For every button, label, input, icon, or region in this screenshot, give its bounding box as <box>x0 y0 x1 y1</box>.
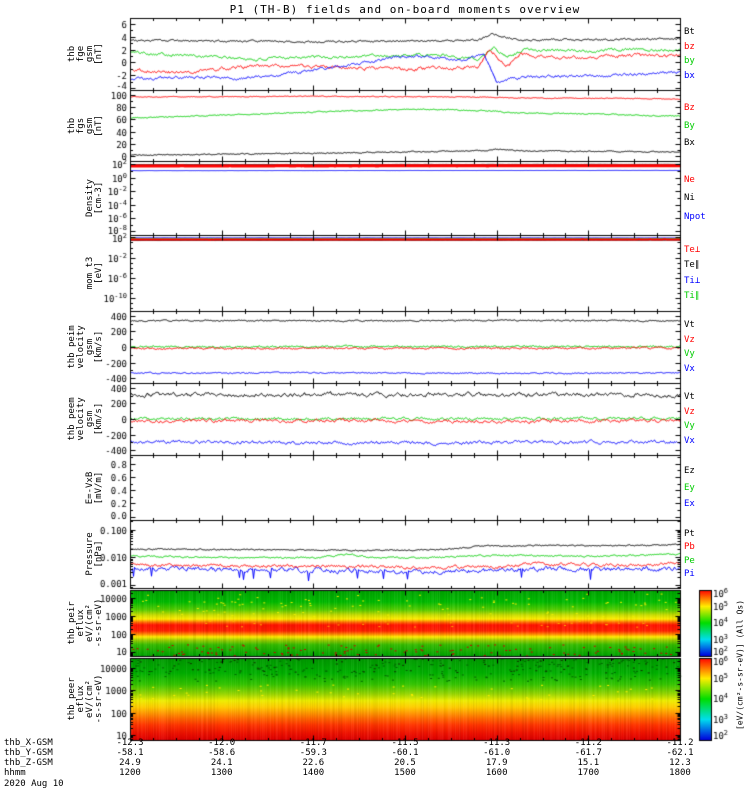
trace-label: bx <box>684 70 695 81</box>
trace-label: Ti⊥ <box>684 275 701 286</box>
xgsm-row-label: thb_X-GSM <box>4 738 53 748</box>
trace-label: Bz <box>684 102 695 113</box>
trace-label: Vx <box>684 435 695 446</box>
trace-label: Ey <box>684 482 695 493</box>
colorbar-unit-label: [eV/(cm²-s-sr-eV)] (All Qs) <box>735 599 745 731</box>
trace-label: bz <box>684 41 695 52</box>
axis-value: 1200 <box>119 768 141 778</box>
axis-value: 1600 <box>485 768 508 778</box>
trace-label: Ex <box>684 498 695 509</box>
y-axis-label: [nT] <box>94 43 104 65</box>
y-axis-label: -s-sr-eV) <box>94 674 104 724</box>
axis-value: -12.3 <box>116 738 144 748</box>
trace-label: Ne <box>684 174 695 185</box>
axis-value: -12.0 <box>208 738 236 748</box>
trace-label: Vz <box>684 334 695 345</box>
trace-label: Pt <box>684 528 695 539</box>
axis-value: 1400 <box>302 768 325 778</box>
axis-value: 1800 <box>669 768 691 778</box>
axis-value: 1700 <box>577 768 600 778</box>
y-axis-label: [eV] <box>94 262 104 284</box>
trace-label: Vz <box>684 406 695 417</box>
y-axis-label: [nPa] <box>94 540 104 568</box>
axis-value: 20.5 <box>394 758 416 768</box>
y-axis-label: -s-sr-eV) <box>94 598 104 648</box>
axis-value: -61.0 <box>483 748 511 758</box>
axis-value: -11.2 <box>574 738 602 748</box>
trace-label: Vx <box>684 363 695 374</box>
trace-label: Ti∥ <box>684 290 700 301</box>
trace-label: Pb <box>684 542 695 553</box>
y-axis-label: [nT] <box>94 114 104 137</box>
trace-label: Npot <box>684 211 706 222</box>
axis-value: -11.5 <box>391 738 419 748</box>
trace-label: Te⊥ <box>684 245 701 256</box>
axis-value: -11.2 <box>666 738 694 748</box>
axis-value: 24.9 <box>119 758 141 768</box>
axis-value: 12.3 <box>669 758 691 768</box>
trace-label: Bt <box>684 27 695 38</box>
axis-value: -61.7 <box>574 748 602 758</box>
trace-label: Vt <box>684 392 695 403</box>
axis-value: -59.3 <box>299 748 327 758</box>
trace-label: Ez <box>684 466 695 477</box>
date-label: 2020 Aug 10 <box>4 779 64 789</box>
hhmm-row-label: hhmm <box>4 768 26 778</box>
trace-label: Vy <box>684 421 695 432</box>
trace-label: Ni <box>684 193 695 203</box>
axis-value: 15.1 <box>577 758 600 768</box>
trace-label: Vt <box>684 320 695 331</box>
trace-label: Pi <box>684 569 695 580</box>
trace-label: Te∥ <box>684 260 700 271</box>
axis-value: -58.1 <box>116 748 144 758</box>
trace-label: By <box>684 120 695 131</box>
y-axis-label: [mV/m] <box>94 471 104 504</box>
axis-value: 22.6 <box>302 758 325 768</box>
axis-value: -62.1 <box>666 748 694 758</box>
axis-value: -11.3 <box>483 738 511 748</box>
zgsm-row-label: thb_Z-GSM <box>4 758 53 768</box>
trace-label: Pe <box>684 555 695 566</box>
y-axis-label: [km/s] <box>94 330 104 364</box>
axis-value: 24.1 <box>210 758 233 768</box>
plot-title: P1 (TH-B) fields and on-board moments ov… <box>229 3 581 16</box>
y-axis-label: [km/s] <box>94 402 104 436</box>
axis-value: -11.7 <box>299 738 327 748</box>
trace-label: by <box>684 56 695 67</box>
axis-value: -60.1 <box>391 748 419 758</box>
ygsm-row-label: thb_Y-GSM <box>4 748 53 758</box>
axis-value: 17.9 <box>485 758 508 768</box>
axis-value: 1300 <box>210 768 233 778</box>
axis-value: 1500 <box>394 768 416 778</box>
trace-label: Vy <box>684 349 695 360</box>
axis-value: -58.6 <box>208 748 236 758</box>
y-axis-label: [cm-3] <box>94 181 104 215</box>
trace-label: Bx <box>684 138 695 149</box>
